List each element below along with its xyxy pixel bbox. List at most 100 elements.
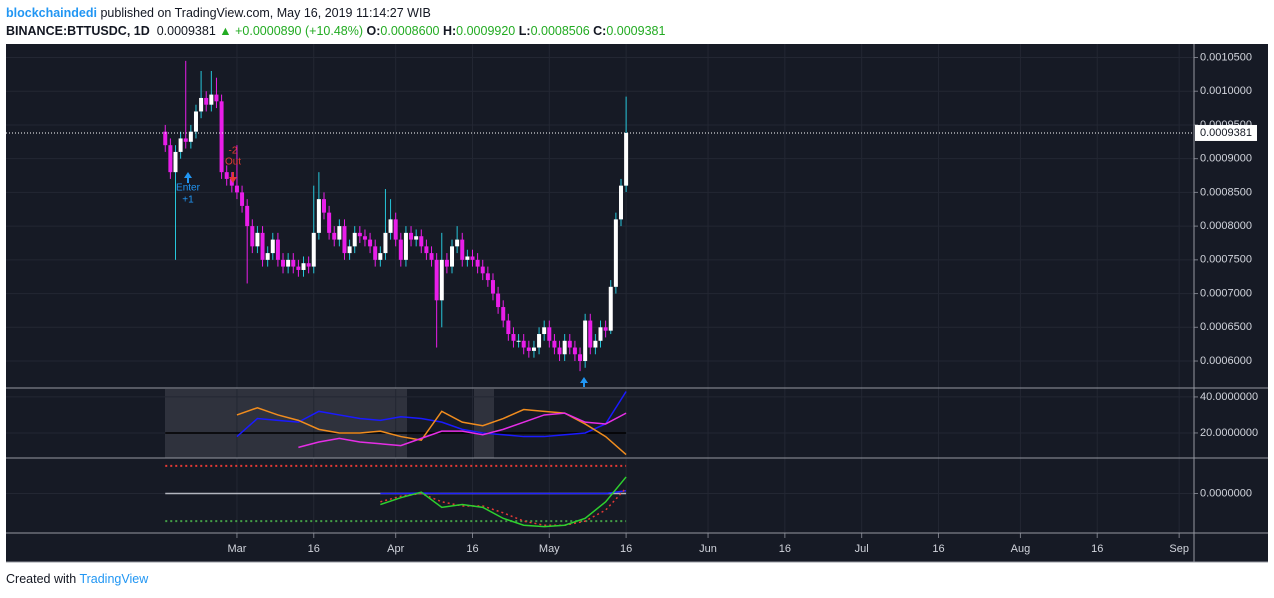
author[interactable]: blockchaindedi: [6, 6, 97, 20]
candle-body: [567, 340, 572, 348]
last-price-label: 0.0009381: [1200, 127, 1252, 139]
candle-body: [260, 232, 265, 260]
y-tick-label: 0.0000000: [1200, 487, 1252, 499]
candle-body: [270, 239, 275, 254]
candle-body: [593, 340, 598, 348]
out-arrow: [229, 172, 237, 183]
candle-body: [475, 259, 480, 267]
x-tick-label: May: [539, 543, 560, 555]
background: [6, 44, 1268, 562]
indicator-line: [380, 487, 627, 527]
candle-body: [490, 280, 495, 294]
candle-body: [531, 347, 536, 351]
candle-body: [286, 259, 291, 267]
x-tick-label: 16: [620, 543, 632, 555]
x-tick-label: 16: [466, 543, 478, 555]
price: 0.0009381: [156, 24, 216, 38]
h: 0.0009920: [456, 24, 516, 38]
candle-body: [275, 239, 280, 260]
candle-body: [173, 151, 178, 173]
x-tick-label: 16: [932, 543, 944, 555]
y-tick-label: 0.0006000: [1200, 355, 1252, 367]
candle-body: [470, 256, 475, 260]
candle-body: [388, 219, 393, 233]
candle-body: [465, 256, 470, 260]
candle-body: [301, 263, 306, 270]
candle-body: [255, 232, 260, 247]
y-tick-label: 0.0008500: [1200, 186, 1252, 198]
candle-body: [316, 199, 321, 233]
x-tick-label: Apr: [387, 543, 404, 555]
x-tick-label: Mar: [227, 543, 246, 555]
candle-body: [424, 246, 429, 254]
y-tick-label: 0.0008000: [1200, 220, 1252, 232]
candle-body: [214, 94, 219, 102]
brand[interactable]: TradingView: [79, 572, 149, 586]
candle-body: [516, 340, 521, 342]
l-label: L:: [518, 24, 531, 38]
shade: [474, 389, 494, 458]
published: published on TradingView.com, May 16, 20…: [100, 6, 431, 20]
annotation: Enter: [176, 183, 201, 194]
y-tick-label: 40.0000000: [1200, 391, 1258, 403]
indicator-line: [380, 476, 627, 528]
candle-body: [373, 246, 378, 260]
candle-body: [291, 259, 296, 267]
candle-body: [547, 327, 552, 341]
candle-body: [460, 239, 465, 260]
candle-body: [357, 232, 362, 237]
candle-body: [183, 138, 188, 142]
candle-body: [578, 354, 583, 362]
candle-body: [352, 232, 357, 247]
candle-body: [163, 131, 168, 146]
x-tick-label: Jul: [855, 543, 869, 555]
candle-body: [311, 232, 316, 267]
candle-body: [224, 172, 229, 179]
symbol: BINANCE:BTTUSDC, 1D: [6, 24, 150, 38]
candle-body: [542, 327, 547, 335]
candle-body: [250, 226, 255, 247]
footer: Created with TradingView: [6, 572, 148, 586]
candle-body: [234, 185, 239, 193]
candle-body: [480, 266, 485, 274]
o: 0.0008600: [380, 24, 440, 38]
candle-body: [439, 259, 444, 301]
candle-body: [419, 236, 424, 247]
o-label: O:: [366, 24, 381, 38]
candle-body: [409, 232, 414, 240]
candle-body: [378, 253, 383, 260]
indicator-line: [298, 412, 627, 449]
change: ▲ +0.0000890 (+10.48%): [219, 24, 364, 38]
candle-body: [337, 226, 342, 240]
last-price-box: [1195, 124, 1257, 141]
candle-body: [306, 263, 311, 267]
y-tick-label: 0.0007000: [1200, 287, 1252, 299]
candle-body: [526, 347, 531, 351]
candle-body: [398, 239, 403, 260]
candle-body: [403, 232, 408, 260]
c-label: C:: [593, 24, 607, 38]
candle-body: [414, 236, 419, 240]
candle-body: [347, 246, 352, 254]
candle-body: [168, 145, 173, 173]
candle-body: [265, 253, 270, 260]
y-tick-label: 0.0010500: [1200, 51, 1252, 63]
candle-body: [506, 320, 511, 335]
candle-body: [588, 320, 593, 348]
candle-body: [583, 320, 588, 362]
annotation: Out: [225, 157, 241, 168]
candle-body: [618, 185, 623, 220]
enter-arrow: [184, 172, 192, 183]
candle-body: [209, 94, 214, 105]
candle-body: [450, 246, 455, 267]
x-tick-label: Sep: [1169, 543, 1189, 555]
candle-body: [608, 286, 613, 331]
candle-body: [199, 97, 204, 112]
candle-body: [613, 219, 618, 287]
candle-body: [537, 334, 542, 348]
x-tick-label: Aug: [1011, 543, 1031, 555]
candle-body: [598, 327, 603, 341]
candle-body: [342, 226, 347, 254]
